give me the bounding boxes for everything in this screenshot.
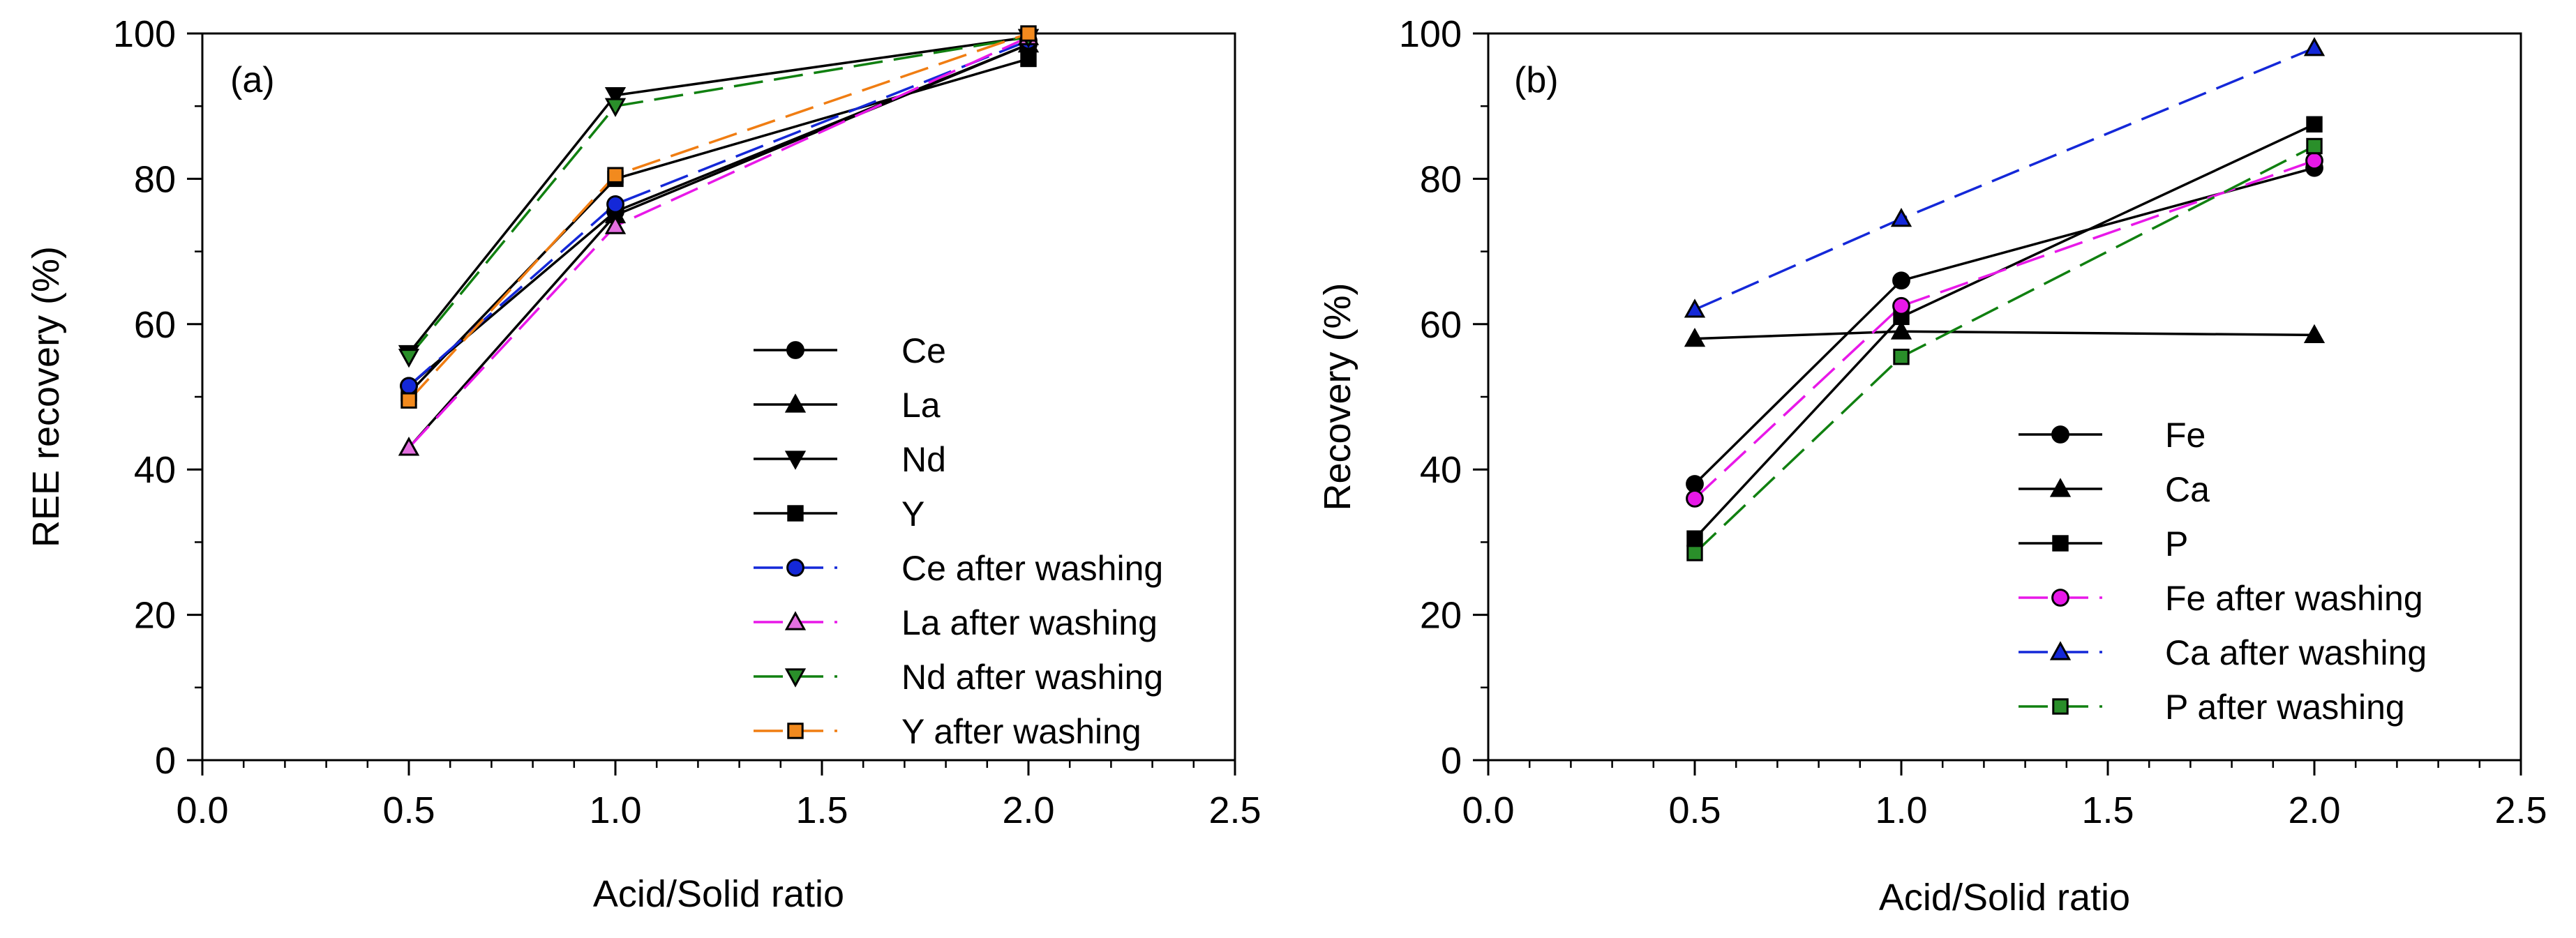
data-point-ca-after-washing-b [1684,298,1706,318]
series-line-ca-b [1694,330,2315,340]
x-tick-label-b: 0.0 [1462,789,1514,831]
data-point-fe-after-washing-b [2305,151,2323,170]
x-tick-label-b: 0.5 [1668,789,1721,831]
data-point-y-after-washing-a [607,167,624,183]
plot-frame-a [201,32,1236,762]
y-tick-label-a: 60 [134,304,176,346]
x-axis-title-b: Acid/Solid ratio [1879,877,2130,918]
data-point-fe-after-washing-b [1892,296,1910,315]
data-point-p-after-washing-b [1686,545,1703,561]
x-tick-label-a: 1.0 [589,789,641,831]
legend-marker-ce-after-washing-a [786,559,804,577]
legend-label-ca-after-washing-b: Ca after washing [2165,633,2427,672]
data-point-y-after-washing-a [400,392,417,409]
x-tick-label-b: 2.5 [2494,789,2547,831]
y-tick-label-a: 40 [134,449,176,491]
axis-ticks-a: 0.0 0.5 1.0 1.5 2.0 2.5 0 20 40 60 80 100 [113,13,1261,831]
series-group-a [398,25,1040,456]
x-tick-label-a: 2.0 [1002,789,1054,831]
x-tick-label-b: 1.5 [2081,789,2134,831]
legend-marker-ce-a [786,341,804,359]
data-point-ca-after-washing-b [1890,208,1912,227]
legend-marker-y-after-washing-a [787,723,804,739]
data-point-p-after-washing-b [1893,348,1910,365]
legend-label-fe-b: Fe [2165,416,2206,455]
data-point-p-b [2306,116,2323,133]
legend-marker-fe-b [2051,425,2069,444]
legend-marker-ca-b [2049,478,2072,497]
x-tick-label-a: 0.0 [176,789,228,831]
data-point-p-b [1686,530,1703,547]
legend-label-ce-after-washing-a: Ce after washing [901,549,1163,588]
data-point-nd-after-washing-a [604,98,627,117]
panel-label-b: (b) [1514,60,1559,100]
data-point-nd-a [604,86,627,107]
series-line-p-after-washing-b [1693,144,2315,554]
legend-label-y-a: Y [901,494,924,534]
legend-marker-fe-after-washing-b [2051,589,2069,607]
y-tick-label-b: 60 [1420,304,1462,346]
legend-b: Fe Ca P Fe after washing Ca after washing P a… [2019,416,2427,727]
panel-label-a: (a) [230,60,275,100]
y-tick-label-b: 0 [1441,740,1462,782]
y-tick-label-a: 80 [134,158,176,200]
y-tick-label-a: 100 [113,13,176,55]
legend-marker-nd-a [784,451,807,470]
y-axis-title-b: Recovery (%) [1317,282,1358,510]
legend-a: Ce La Nd Y Ce after washing La after washing N… [754,331,1163,751]
legend-marker-ca-after-washing-b [2049,641,2072,660]
legend-label-nd-a: Nd [901,440,946,479]
legend-label-la-after-washing-a: La after washing [901,603,1158,642]
series-line-fe-b [1693,167,2315,485]
data-point-ca-b [1684,327,1706,347]
y-tick-label-a: 0 [155,740,176,782]
legend-marker-p-after-washing-b [2052,698,2069,715]
data-point-ce-after-washing-a [606,195,624,213]
data-point-y-a [1020,50,1037,68]
y-tick-label-b: 100 [1399,13,1462,55]
legend-label-p-after-washing-b: P after washing [2165,688,2405,727]
data-point-p-after-washing-b [2306,137,2323,155]
chart-panel-a: 0.0 0.5 1.0 1.5 2.0 2.5 0 20 40 60 80 100 (a) Acid/… [25,13,1261,915]
x-tick-label-b: 2.0 [2288,789,2340,831]
legend-label-ca-b: Ca [2165,470,2210,509]
legend-marker-y-a [787,505,804,522]
x-tick-label-a: 0.5 [382,789,435,831]
y-tick-label-b: 40 [1420,449,1462,491]
legend-label-ce-a: Ce [901,331,946,370]
series-line-nd-a [407,36,1029,354]
data-point-ce-after-washing-a [400,377,418,395]
x-tick-label-b: 1.0 [1875,789,1927,831]
legend-label-la-a: La [901,386,941,425]
data-point-la-after-washing-a [398,437,420,456]
legend-marker-p-b [2052,535,2069,552]
y-axis-title-a: REE recovery (%) [25,246,67,547]
data-point-ca-after-washing-b [2303,37,2326,56]
chart-panel-b: 0.0 0.5 1.0 1.5 2.0 2.5 0 20 40 60 80 100 (b) Acid/… [1317,13,2547,918]
x-tick-label-a: 1.5 [795,789,848,831]
legend-label-y-after-washing-a: Y after washing [901,712,1141,751]
series-line-fe-after-washing-b [1693,159,2315,500]
data-point-fe-b [1892,271,1910,290]
data-point-fe-after-washing-b [1686,489,1704,508]
legend-marker-nd-after-washing-a [784,668,807,688]
axis-ticks-b: 0.0 0.5 1.0 1.5 2.0 2.5 0 20 40 60 80 100 [1399,13,2547,831]
series-group-b [1684,37,2326,561]
data-point-nd-after-washing-a [398,349,420,368]
legend-label-fe-after-washing-b: Fe after washing [2165,579,2423,618]
y-tick-label-b: 80 [1420,158,1462,200]
data-point-ca-b [2303,324,2326,344]
data-point-la-after-washing-a [604,215,627,234]
legend-marker-la-a [784,393,807,413]
y-tick-label-a: 20 [134,595,176,637]
x-axis-title-a: Acid/Solid ratio [593,873,844,915]
legend-label-nd-after-washing-a: Nd after washing [901,658,1163,697]
data-point-ca-b [1890,320,1912,340]
data-point-y-after-washing-a [1020,25,1037,42]
x-tick-label-a: 2.5 [1208,789,1261,831]
y-tick-label-b: 20 [1420,595,1462,637]
legend-label-p-b: P [2165,524,2188,563]
legend-marker-la-after-washing-a [784,611,807,630]
